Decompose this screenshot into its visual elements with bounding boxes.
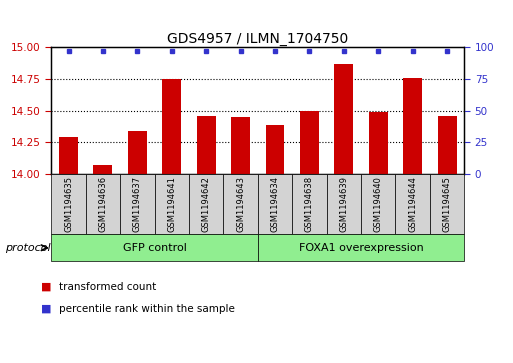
Text: ■: ■ <box>41 282 51 292</box>
Bar <box>59 138 78 174</box>
Text: GSM1194634: GSM1194634 <box>270 176 280 232</box>
Bar <box>334 64 353 174</box>
Text: GSM1194645: GSM1194645 <box>443 176 451 232</box>
Text: GFP control: GFP control <box>123 243 187 253</box>
Text: FOXA1 overexpression: FOXA1 overexpression <box>299 243 423 253</box>
Text: GSM1194635: GSM1194635 <box>64 176 73 232</box>
Bar <box>403 78 422 174</box>
Text: GSM1194642: GSM1194642 <box>202 176 211 232</box>
Bar <box>369 112 388 174</box>
Text: protocol: protocol <box>5 243 51 253</box>
Text: GSM1194636: GSM1194636 <box>98 176 107 232</box>
Bar <box>93 165 112 174</box>
Bar <box>300 111 319 174</box>
Text: GSM1194640: GSM1194640 <box>374 176 383 232</box>
Text: GSM1194641: GSM1194641 <box>167 176 176 232</box>
Title: GDS4957 / ILMN_1704750: GDS4957 / ILMN_1704750 <box>167 32 348 46</box>
Text: ■: ■ <box>41 303 51 314</box>
Text: percentile rank within the sample: percentile rank within the sample <box>59 303 235 314</box>
Bar <box>438 116 457 174</box>
Text: GSM1194637: GSM1194637 <box>133 176 142 232</box>
Bar <box>162 79 181 174</box>
Bar <box>196 116 215 174</box>
Bar <box>231 117 250 174</box>
Text: GSM1194643: GSM1194643 <box>236 176 245 232</box>
Bar <box>128 131 147 174</box>
Text: transformed count: transformed count <box>59 282 156 292</box>
Bar <box>266 125 284 174</box>
Text: GSM1194638: GSM1194638 <box>305 176 314 232</box>
Text: GSM1194639: GSM1194639 <box>339 176 348 232</box>
Text: GSM1194644: GSM1194644 <box>408 176 417 232</box>
